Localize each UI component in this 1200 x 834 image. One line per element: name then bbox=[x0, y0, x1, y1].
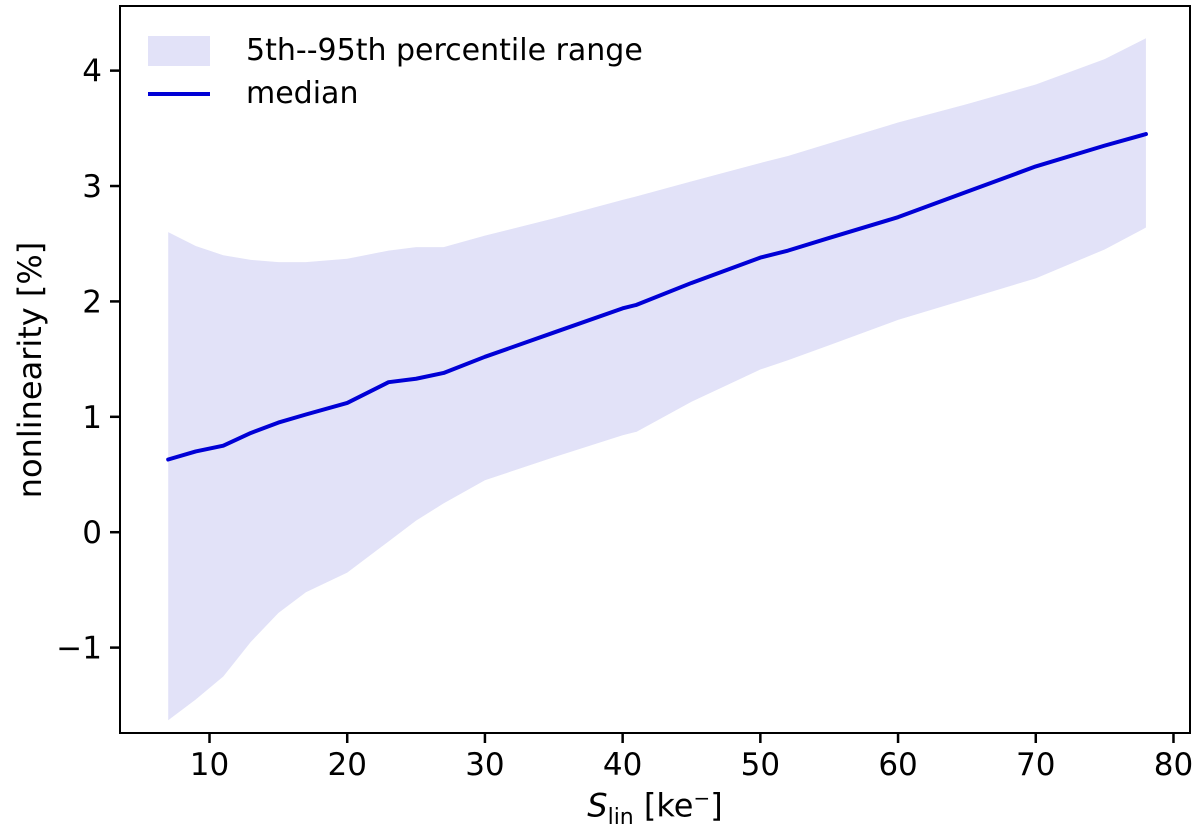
y-tick-label: 0 bbox=[82, 515, 102, 551]
x-tick-label: 70 bbox=[1016, 747, 1055, 783]
legend-entry-percentile-range: 5th--95th percentile range bbox=[148, 34, 643, 68]
x-axis-label-superscript-minus: − bbox=[693, 786, 711, 810]
x-tick-label: 30 bbox=[465, 747, 504, 783]
x-axis-label-variable: S bbox=[587, 786, 608, 825]
x-axis-label-subscript: lin bbox=[607, 805, 634, 831]
legend: 5th--95th percentile range median bbox=[148, 34, 643, 111]
percentile-band bbox=[168, 38, 1146, 721]
x-axis-label-unit-open: [ke bbox=[643, 786, 694, 825]
axes-box bbox=[119, 5, 1191, 734]
median-line-swatch bbox=[148, 92, 210, 96]
y-axis-label: nonlinearity [%] bbox=[11, 241, 49, 499]
x-tick-label: 10 bbox=[190, 747, 229, 783]
y-tick-label: 3 bbox=[82, 169, 102, 205]
legend-label-median: median bbox=[246, 76, 359, 111]
y-tick-label: 1 bbox=[82, 400, 102, 436]
x-axis-label: Slin [ke−] bbox=[587, 786, 722, 830]
median-line bbox=[166, 132, 1148, 462]
y-tick-label: 2 bbox=[82, 284, 102, 320]
x-tick-label: 50 bbox=[741, 747, 780, 783]
legend-entry-median: median bbox=[148, 77, 643, 111]
x-tick-label: 80 bbox=[1154, 747, 1193, 783]
x-tick-label: 20 bbox=[327, 747, 366, 783]
legend-label-percentile-range: 5th--95th percentile range bbox=[246, 33, 643, 68]
percentile-band-swatch bbox=[148, 36, 210, 66]
y-tick-label: −1 bbox=[56, 631, 102, 667]
x-axis-label-unit-close: ] bbox=[710, 786, 723, 825]
y-tick-label: 4 bbox=[82, 54, 102, 90]
x-tick-label: 60 bbox=[878, 747, 917, 783]
x-tick-label: 40 bbox=[603, 747, 642, 783]
